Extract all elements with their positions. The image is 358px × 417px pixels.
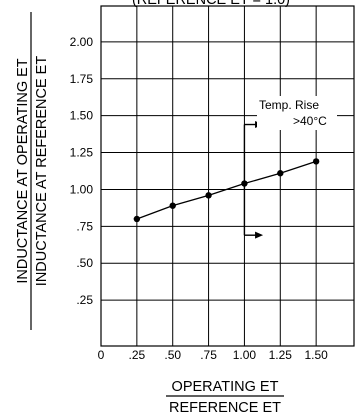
y-tick-label: .25	[76, 293, 93, 307]
y-tick-label: .50	[76, 256, 93, 270]
x-tick-label: 1.00	[233, 348, 257, 362]
series-line	[136, 160, 317, 220]
y-tick-label: 1.25	[70, 146, 94, 160]
x-axis-label-denominator: REFERENCE ET	[169, 400, 281, 416]
y-tick-label: 1.75	[70, 72, 94, 86]
x-tick-label: 1.25	[269, 348, 293, 362]
x-tick-label: .50	[164, 348, 181, 362]
data-point	[205, 192, 212, 199]
series	[133, 158, 320, 223]
grid	[100, 5, 355, 347]
top-text: (REFERENCE ET = 1.0)	[132, 0, 290, 8]
plot-frame	[100, 5, 355, 347]
annotation-arrow-head	[255, 231, 264, 239]
x-tick-label: .75	[200, 348, 217, 362]
data-point	[169, 202, 176, 209]
y-tick-labels: .25 .50 .75 1.00 1.25 1.50 1.75 2.00	[70, 35, 94, 307]
top-text-background	[130, 0, 290, 5]
data-point	[312, 158, 320, 165]
x-tick-label: 1.50	[304, 348, 328, 362]
data-point	[133, 215, 141, 223]
annotation-text-line1: Temp. Rise	[259, 98, 319, 112]
y-tick-label: 1.50	[70, 109, 94, 123]
annotation: Temp. Rise >40°C	[243, 96, 337, 239]
axis-titles: (REFERENCE ET = 1.0) OPERATING ET REFERENC…	[15, 0, 290, 416]
x-axis-label-numerator: OPERATING ET	[172, 379, 279, 395]
x-tick-label: 0	[98, 348, 105, 362]
y-tick-label: 1.00	[70, 182, 94, 196]
data-point	[277, 170, 284, 177]
y-tick-label: .75	[76, 219, 93, 233]
y-axis-label-denominator: INDUCTANCE AT REFERENCE ET	[34, 56, 50, 287]
x-tick-labels: 0 .25 .50 .75 1.00 1.25 1.50	[98, 348, 328, 362]
y-tick-label: 2.00	[70, 35, 94, 49]
annotation-text-line2: >40°C	[293, 114, 327, 128]
y-axis-label-numerator: INDUCTANCE AT OPERATING ET	[15, 58, 31, 283]
x-tick-label: .25	[129, 348, 146, 362]
annotation-text-background	[257, 96, 337, 130]
